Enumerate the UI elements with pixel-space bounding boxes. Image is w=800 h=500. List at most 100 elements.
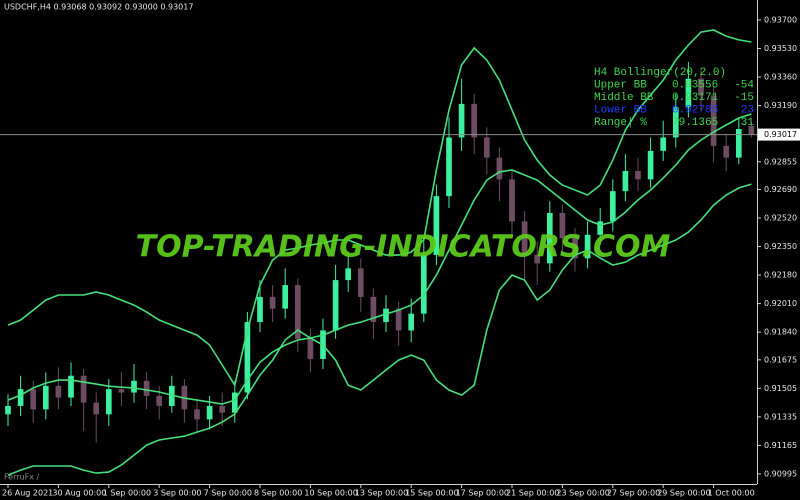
- y-tick-label: 0.92855: [764, 157, 797, 166]
- candle-body: [471, 103, 478, 138]
- x-tick-label: 10 Sep 00:00: [304, 489, 357, 498]
- candle-body: [521, 221, 528, 255]
- candle-body: [559, 212, 566, 239]
- y-tick-label: 0.93360: [764, 73, 797, 82]
- candle-body: [93, 402, 100, 415]
- candle-body: [194, 409, 200, 420]
- candle-body: [345, 268, 352, 281]
- candle-body: [219, 405, 226, 413]
- x-tick-label: 1 Oct 00:00: [708, 489, 755, 498]
- panel-points: -15: [734, 92, 754, 104]
- candle-body: [80, 375, 87, 403]
- x-tick-label: 13 Sep 00:00: [355, 489, 408, 498]
- bollinger-band: [7, 29, 752, 388]
- candle-body: [131, 380, 137, 393]
- indicator-panel: H4 Bollinger(20,2.0) Upper BB 0.93556 -54 M…: [594, 67, 754, 129]
- candle-body: [332, 280, 339, 331]
- last-price-box: [758, 128, 800, 141]
- candle-body: [597, 221, 604, 235]
- candle-body: [244, 322, 251, 393]
- candle-body: [68, 375, 74, 398]
- watermark: TOP-TRADING-INDICATORS.COM: [136, 230, 671, 265]
- candle-body: [357, 268, 364, 297]
- candle-body: [534, 254, 541, 264]
- candle-body: [572, 238, 578, 259]
- y-tick-label: 0.91335: [764, 412, 797, 421]
- candle-body: [395, 308, 402, 331]
- candle-body: [5, 405, 11, 415]
- footer: FerruFx /: [4, 473, 39, 482]
- x-tick-label: 26 Aug 2021: [2, 489, 53, 498]
- y-tick-label: 0.91505: [764, 384, 797, 393]
- candle-body: [496, 157, 503, 180]
- candle-body: [257, 296, 263, 323]
- candle-body: [723, 145, 730, 158]
- y-tick-label: 0.90995: [764, 469, 797, 478]
- y-tick-label: 0.92010: [764, 299, 797, 308]
- panel-value: 0.92785: [672, 104, 718, 116]
- candle-body: [118, 389, 125, 393]
- candle-body: [420, 254, 427, 314]
- candle-body: [698, 78, 704, 96]
- x-tick-label: 17 Sep 00:00: [456, 489, 509, 498]
- candle-body: [483, 137, 490, 158]
- x-tick-label: 29 Sep 00:00: [657, 489, 710, 498]
- candle-body: [660, 137, 667, 151]
- candle-body: [748, 126, 755, 135]
- candle-body: [105, 389, 112, 415]
- panel-title: H4 Bollinger(20,2.0): [594, 67, 726, 79]
- candle-body: [622, 171, 629, 192]
- candle-body: [42, 385, 49, 410]
- candle-body: [647, 150, 654, 180]
- panel-label: Lower BB: [594, 104, 647, 116]
- x-tick-label: 23 Sep 00:00: [556, 489, 609, 498]
- candle-body: [672, 107, 679, 138]
- x-tick-label: 1 Sep 00:00: [103, 489, 151, 498]
- panel-points: 31: [741, 117, 755, 129]
- x-tick-label: 8 Sep 00:00: [254, 489, 302, 498]
- panel-label: Upper BB: [594, 79, 647, 91]
- x-tick-label: 15 Sep 00:00: [405, 489, 458, 498]
- y-tick-label: 0.93530: [764, 44, 797, 53]
- candle-body: [408, 313, 415, 331]
- candle-body: [509, 179, 515, 222]
- candle-body: [55, 385, 62, 398]
- panel-label: Middle BB: [594, 92, 654, 104]
- y-tick-label: 0.91165: [764, 441, 797, 450]
- candle-body: [584, 234, 591, 259]
- candle-body: [206, 405, 213, 420]
- panel-points: 23: [741, 104, 754, 116]
- candle-body: [231, 392, 238, 413]
- candle-body: [269, 296, 276, 309]
- y-tick-label: 0.91675: [764, 355, 797, 364]
- candle-body: [546, 212, 553, 264]
- last-price-label: 0.93017: [764, 130, 797, 139]
- candle-body: [370, 296, 377, 323]
- panel-points: -54: [734, 79, 754, 91]
- candle-body: [635, 171, 641, 180]
- x-tick-label: 3 Sep 00:00: [153, 489, 201, 498]
- x-tick-label: 30 Aug 00:00: [52, 489, 106, 498]
- panel-value: 0.93556: [672, 79, 718, 91]
- candle-body: [383, 308, 389, 323]
- y-tick-label: 0.92520: [764, 214, 797, 223]
- candle-body: [710, 95, 717, 146]
- y-tick-label: 0.93190: [764, 101, 797, 110]
- y-tick-label: 0.91840: [764, 328, 797, 337]
- bollinger-band: [7, 113, 752, 405]
- candle-body: [143, 380, 150, 396]
- panel-value: 79.1365: [672, 117, 718, 129]
- plot-area: [5, 29, 755, 476]
- panel-label: Range| %: [594, 117, 647, 129]
- candle-body: [685, 78, 692, 108]
- candle-body: [282, 285, 289, 309]
- y-tick-label: 0.92690: [764, 185, 797, 194]
- candle-body: [609, 191, 616, 222]
- candle-body: [30, 389, 37, 410]
- y-tick-label: 0.92350: [764, 242, 797, 251]
- y-tick-label: 0.92180: [764, 271, 797, 280]
- candle-body: [433, 196, 440, 255]
